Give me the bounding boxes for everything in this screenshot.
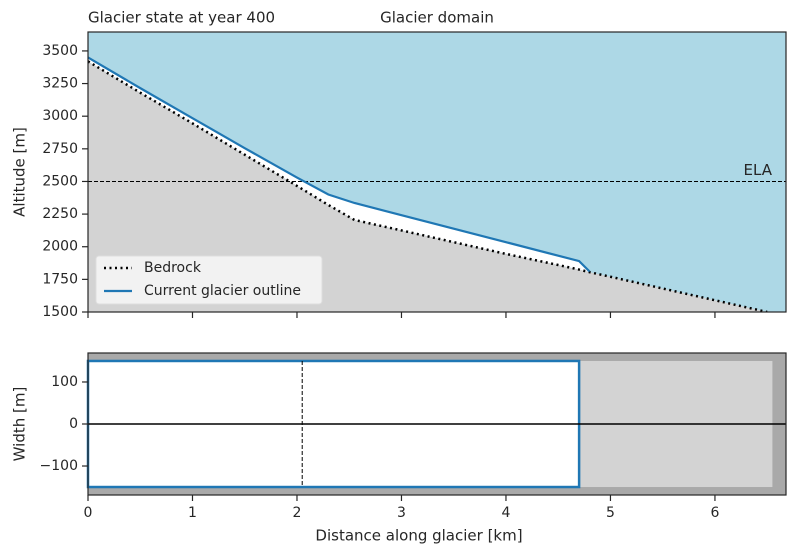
ela-label: ELA xyxy=(744,161,773,179)
y-tick-label: 3000 xyxy=(42,108,78,124)
x-tick-label: 3 xyxy=(397,505,406,521)
legend-label: Bedrock xyxy=(144,260,202,276)
x-tick-label: 1 xyxy=(188,505,197,521)
x-tick-label: 4 xyxy=(502,505,511,521)
series-line xyxy=(88,60,768,312)
y-tick-label: 1500 xyxy=(42,304,78,320)
x-tick-label: 5 xyxy=(606,505,615,521)
x-tick-label: 6 xyxy=(710,505,719,521)
legend-label: Current glacier outline xyxy=(144,283,301,299)
y-tick-label: 2750 xyxy=(42,141,78,157)
bedrock-ground xyxy=(88,61,786,312)
axes-frame xyxy=(87,352,787,496)
y-axis-label: Width [m] xyxy=(11,387,29,462)
y-tick-label: 0 xyxy=(69,416,78,432)
x-tick-label: 0 xyxy=(84,505,93,521)
y-axis-label: Altitude [m] xyxy=(11,127,29,217)
chart-title: Glacier state at year 400 xyxy=(88,9,275,27)
legend-box xyxy=(95,255,323,305)
y-tick-label: 1750 xyxy=(42,271,78,287)
y-tick-label: 2250 xyxy=(42,206,78,222)
y-tick-label: 2000 xyxy=(42,239,78,255)
y-tick-label: −100 xyxy=(40,458,78,474)
y-tick-label: 3250 xyxy=(42,76,78,92)
x-tick-label: 2 xyxy=(293,505,302,521)
y-tick-label: 2500 xyxy=(42,173,78,189)
y-tick-label: 100 xyxy=(51,374,78,390)
y-tick-label: 3500 xyxy=(42,43,78,59)
axes-frame xyxy=(87,31,787,313)
x-axis-label: Distance along glacier [km] xyxy=(315,527,522,545)
chart-subtitle: Glacier domain xyxy=(380,9,494,27)
series-line xyxy=(88,56,591,273)
